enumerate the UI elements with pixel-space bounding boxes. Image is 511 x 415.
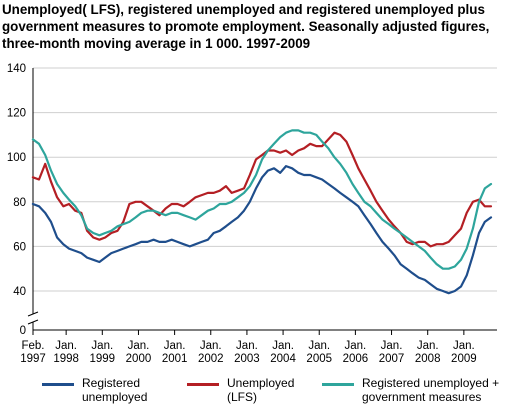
x-tick-label: Jan. bbox=[417, 340, 439, 352]
x-tick-label: Jan. bbox=[236, 340, 258, 352]
chart-title: Unemployed( LFS), registered unemployed … bbox=[2, 1, 507, 52]
axis-break-mark bbox=[27, 319, 39, 325]
legend-label-registered-unemployed: Registered unemployed bbox=[82, 376, 232, 404]
x-tick-label: 2001 bbox=[162, 353, 188, 365]
x-tick-label: 2007 bbox=[379, 353, 405, 365]
x-tick-label: Jan. bbox=[381, 340, 403, 352]
legend-item-registered-plus-measures: Registered unemployed + government measu… bbox=[322, 376, 511, 404]
y-tick-label: 0 bbox=[20, 325, 26, 337]
x-tick-label: 2004 bbox=[270, 353, 296, 365]
x-tick-label: 2000 bbox=[126, 353, 152, 365]
legend-label-registered-plus-measures: Registered unemployed + government measu… bbox=[362, 376, 511, 404]
legend-label-line-2: government measures bbox=[362, 390, 482, 404]
legend-item-unemployed-lfs: Unemployed (LFS) bbox=[187, 376, 377, 404]
x-tick-label: 1998 bbox=[53, 353, 79, 365]
x-tick-label: 2003 bbox=[234, 353, 260, 365]
legend-label-unemployed-lfs: Unemployed (LFS) bbox=[227, 376, 377, 404]
axis-break-mark bbox=[27, 311, 39, 317]
x-tick-label: Jan. bbox=[272, 340, 294, 352]
x-tick-label: Jan. bbox=[453, 340, 475, 352]
title-line-2: government measures to promote employmen… bbox=[2, 19, 490, 34]
series-line-2 bbox=[31, 129, 493, 270]
legend-swatch-unemployed-lfs bbox=[187, 383, 219, 386]
x-tick-label: Jan. bbox=[128, 340, 150, 352]
legend-swatch-registered-unemployed bbox=[42, 383, 74, 386]
x-tick-label: 2006 bbox=[343, 353, 369, 365]
legend-label-line-1: Unemployed bbox=[227, 376, 295, 390]
legend-label-line-2: (LFS) bbox=[227, 390, 257, 404]
x-tick-label: 2002 bbox=[198, 353, 224, 365]
y-tick-label: 100 bbox=[7, 152, 26, 164]
legend-label-line-1: Registered unemployed + bbox=[362, 376, 500, 390]
x-tick-label: 2009 bbox=[451, 353, 477, 365]
x-tick-label: 1997 bbox=[20, 353, 46, 365]
x-tick-label: 1999 bbox=[90, 353, 116, 365]
title-line-1: Unemployed( LFS), registered unemployed … bbox=[2, 2, 485, 17]
legend-swatch-registered-plus-measures bbox=[322, 383, 354, 386]
y-tick-label: 40 bbox=[13, 286, 26, 298]
x-tick-label: 2005 bbox=[306, 353, 332, 365]
series-line-0 bbox=[31, 165, 493, 295]
x-tick-label: Jan. bbox=[55, 340, 77, 352]
y-tick-label: 140 bbox=[7, 63, 26, 75]
x-tick-label: Jan. bbox=[308, 340, 330, 352]
x-tick-label: Jan. bbox=[91, 340, 113, 352]
legend-item-registered-unemployed: Registered unemployed bbox=[42, 376, 232, 404]
y-tick-label: 120 bbox=[7, 108, 26, 120]
legend-label-line-2: unemployed bbox=[82, 390, 148, 404]
legend-label-line-1: Registered bbox=[82, 376, 141, 390]
y-tick-label: 60 bbox=[13, 241, 26, 253]
x-tick-label: Jan. bbox=[164, 340, 186, 352]
title-line-3: three-month moving average in 1 000. 199… bbox=[2, 36, 311, 51]
x-tick-label: 2008 bbox=[415, 353, 441, 365]
x-tick-label: Feb. bbox=[21, 340, 44, 352]
y-tick-label: 80 bbox=[13, 197, 26, 209]
x-tick-label: Jan. bbox=[200, 340, 222, 352]
x-tick-label: Jan. bbox=[345, 340, 367, 352]
series-line-1 bbox=[31, 131, 493, 248]
